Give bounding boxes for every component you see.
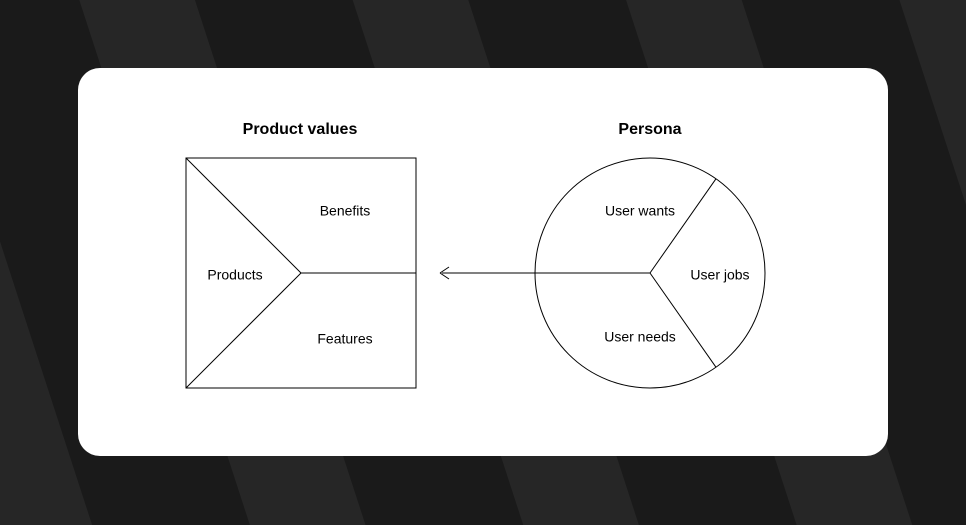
square-label-features: Features [317, 331, 372, 347]
circle-divider-br [650, 273, 716, 367]
circle-label-user_wants: User wants [605, 203, 675, 219]
square-label-benefits: Benefits [320, 203, 371, 219]
value-proposition-diagram: Product values Products Benefits Features Pe… [78, 68, 888, 456]
product-values-title: Product values [243, 121, 358, 138]
persona-title: Persona [618, 121, 681, 138]
circle-label-user_needs: User needs [604, 329, 676, 345]
square-label-products: Products [207, 267, 262, 283]
circle-divider-tr [650, 179, 716, 273]
square-divider-bl [186, 273, 301, 388]
diagram-card: Product values Products Benefits Features Pe… [78, 68, 888, 456]
circle-label-user_jobs: User jobs [690, 267, 749, 283]
square-divider-tl [186, 158, 301, 273]
